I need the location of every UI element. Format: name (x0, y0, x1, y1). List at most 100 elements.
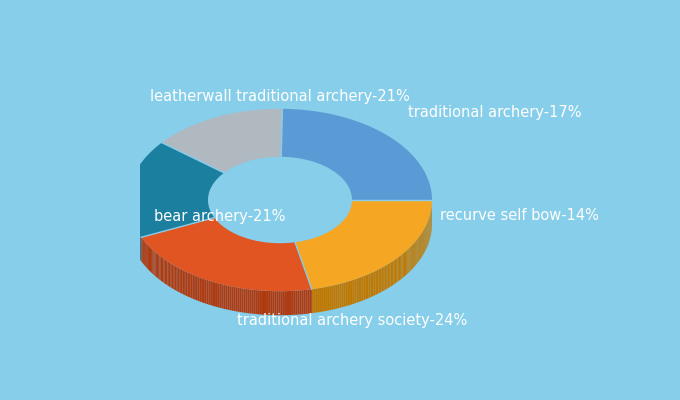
Polygon shape (384, 266, 385, 291)
Polygon shape (367, 274, 369, 299)
Polygon shape (324, 287, 326, 311)
Polygon shape (386, 264, 388, 289)
Text: recurve self bow-14%: recurve self bow-14% (440, 208, 599, 224)
Polygon shape (158, 254, 159, 280)
Polygon shape (216, 283, 218, 307)
Polygon shape (241, 288, 243, 312)
Polygon shape (407, 249, 409, 274)
Polygon shape (180, 268, 181, 293)
Polygon shape (281, 291, 283, 315)
Polygon shape (313, 289, 316, 313)
Polygon shape (220, 284, 222, 308)
Polygon shape (287, 291, 289, 315)
Polygon shape (146, 243, 147, 268)
Text: traditional archery society-24%: traditional archery society-24% (237, 312, 467, 328)
Polygon shape (160, 256, 162, 282)
Polygon shape (182, 270, 184, 295)
Polygon shape (163, 258, 165, 284)
Polygon shape (417, 239, 418, 264)
Polygon shape (299, 290, 301, 314)
Polygon shape (194, 275, 196, 300)
Polygon shape (403, 253, 404, 278)
Polygon shape (349, 281, 351, 305)
Polygon shape (388, 264, 389, 288)
Polygon shape (320, 288, 322, 312)
Polygon shape (277, 291, 279, 315)
Polygon shape (226, 285, 228, 310)
Polygon shape (305, 290, 307, 314)
Polygon shape (159, 256, 160, 280)
Polygon shape (375, 270, 377, 295)
Polygon shape (147, 244, 148, 269)
Polygon shape (150, 247, 151, 272)
Polygon shape (239, 288, 241, 312)
Text: leatherwall traditional archery-21%: leatherwall traditional archery-21% (150, 88, 410, 104)
Polygon shape (371, 272, 372, 297)
Polygon shape (186, 272, 188, 296)
Polygon shape (297, 290, 299, 315)
Polygon shape (218, 283, 220, 308)
Polygon shape (411, 246, 412, 270)
Polygon shape (264, 291, 266, 315)
Polygon shape (379, 269, 380, 294)
Polygon shape (409, 246, 411, 272)
Polygon shape (372, 272, 374, 296)
Polygon shape (316, 288, 318, 313)
Polygon shape (231, 286, 233, 311)
Polygon shape (266, 291, 268, 315)
Polygon shape (248, 289, 250, 313)
Polygon shape (353, 280, 354, 304)
Polygon shape (170, 263, 172, 288)
Polygon shape (307, 290, 309, 314)
Polygon shape (364, 276, 365, 300)
Polygon shape (399, 256, 400, 281)
Polygon shape (205, 279, 207, 304)
Polygon shape (322, 287, 324, 312)
Polygon shape (229, 286, 231, 310)
Polygon shape (404, 252, 405, 277)
Polygon shape (148, 245, 149, 270)
Polygon shape (336, 284, 338, 309)
Polygon shape (228, 286, 229, 310)
Polygon shape (243, 288, 245, 313)
Polygon shape (380, 268, 381, 293)
Polygon shape (339, 283, 341, 308)
Polygon shape (144, 241, 145, 266)
Polygon shape (209, 280, 210, 305)
Polygon shape (406, 250, 407, 275)
Polygon shape (360, 277, 362, 302)
Polygon shape (422, 231, 423, 256)
Polygon shape (351, 280, 353, 305)
Polygon shape (224, 285, 226, 309)
Text: bear archery-21%: bear archery-21% (154, 208, 286, 224)
Polygon shape (214, 282, 216, 307)
Polygon shape (175, 266, 176, 291)
Polygon shape (172, 264, 173, 289)
Polygon shape (418, 236, 420, 262)
Polygon shape (405, 251, 406, 276)
Polygon shape (184, 271, 186, 296)
Polygon shape (303, 290, 305, 314)
Polygon shape (151, 248, 152, 273)
Polygon shape (390, 262, 392, 286)
Polygon shape (222, 284, 224, 309)
Polygon shape (268, 291, 270, 315)
Polygon shape (141, 237, 142, 262)
Polygon shape (207, 280, 209, 304)
Polygon shape (365, 275, 367, 300)
Polygon shape (415, 240, 417, 265)
Polygon shape (413, 243, 414, 268)
Polygon shape (356, 278, 358, 303)
Polygon shape (258, 290, 260, 314)
Polygon shape (262, 290, 264, 315)
Polygon shape (167, 261, 169, 286)
Polygon shape (237, 288, 239, 312)
Polygon shape (420, 234, 421, 259)
Polygon shape (328, 286, 330, 310)
Polygon shape (149, 246, 150, 271)
Polygon shape (156, 252, 157, 278)
Polygon shape (369, 273, 371, 298)
Polygon shape (173, 265, 175, 290)
Polygon shape (250, 289, 252, 314)
Polygon shape (252, 290, 254, 314)
